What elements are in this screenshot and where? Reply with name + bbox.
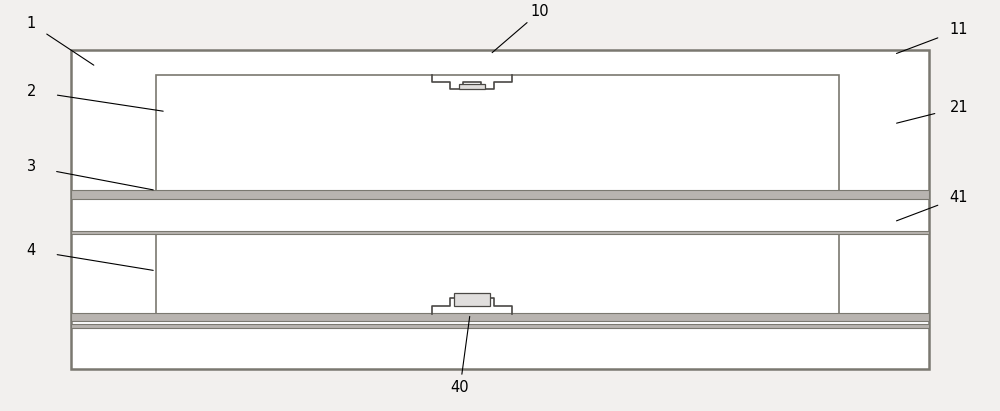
Text: 21: 21 <box>949 100 968 115</box>
Text: 41: 41 <box>949 190 968 205</box>
Bar <box>156 234 839 314</box>
Text: 4: 4 <box>27 243 36 258</box>
Bar <box>71 313 929 321</box>
Bar <box>71 231 929 234</box>
Text: 3: 3 <box>27 159 36 174</box>
Text: 11: 11 <box>949 23 968 37</box>
Bar <box>156 75 839 191</box>
Text: 10: 10 <box>531 4 549 19</box>
Text: 2: 2 <box>27 84 36 99</box>
Bar <box>454 293 490 306</box>
Text: 1: 1 <box>27 16 36 31</box>
Bar <box>71 324 929 328</box>
Bar <box>71 51 929 369</box>
Text: 40: 40 <box>451 380 469 395</box>
Bar <box>71 190 929 199</box>
Bar <box>459 84 485 89</box>
